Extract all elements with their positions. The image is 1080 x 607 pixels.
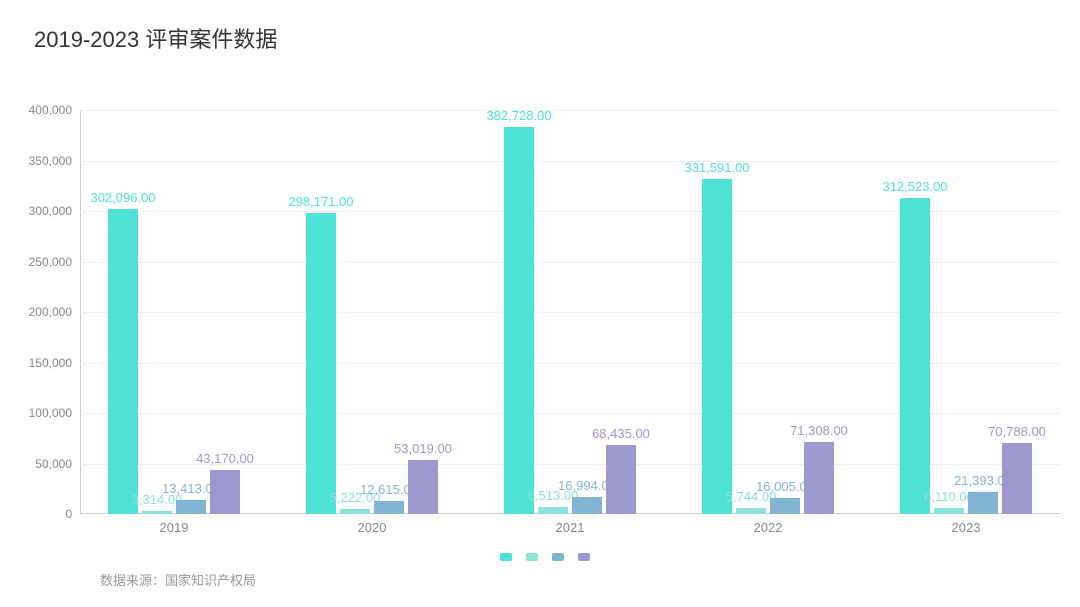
bar-value-label: 302,096.00	[90, 190, 155, 205]
bar-value-label: 53,019.00	[394, 441, 452, 456]
bar-value-label: 312,523.00	[882, 179, 947, 194]
bar	[176, 500, 206, 514]
plot: 2019302,096.003,314.0013,413.0043,170.00…	[80, 110, 1060, 514]
x-tick-label: 2019	[160, 520, 189, 535]
y-tick-label: 0	[65, 507, 72, 521]
bar-value-label: 43,170.00	[196, 451, 254, 466]
bar	[108, 209, 138, 514]
x-tick-label: 2021	[556, 520, 585, 535]
y-axis: 050,000100,000150,000200,000250,000300,0…	[20, 110, 80, 514]
bar	[736, 508, 766, 514]
bar	[210, 470, 240, 514]
bar-group: 2019302,096.003,314.0013,413.0043,170.00	[108, 110, 240, 514]
bar-value-label: 331,591.00	[684, 160, 749, 175]
y-tick-label: 150,000	[29, 356, 72, 370]
bar	[572, 497, 602, 514]
bar	[900, 198, 930, 514]
bar	[968, 492, 998, 514]
bar	[934, 508, 964, 514]
x-tick-label: 2020	[358, 520, 387, 535]
bar-group: 2020298,171.005,222.0012,615.0053,019.00	[306, 110, 438, 514]
chart-area: 0 50,000 100,000 150,000 200,000 250,000 300,0…	[20, 110, 1060, 544]
chart-title: 2019-2023 评审案件数据	[34, 22, 277, 54]
data-source: 数据来源：国家知识产权局	[100, 570, 256, 589]
bar	[306, 213, 336, 514]
legend-swatch	[552, 553, 564, 561]
bar	[702, 179, 732, 514]
bar	[804, 442, 834, 514]
bar	[142, 511, 172, 514]
bar	[374, 501, 404, 514]
page: 2019-2023 评审案件数据 0 50,000 100,000 150,000 20…	[0, 0, 1080, 607]
bar-group: 2023312,523.006,110.0021,393.0070,788.00	[900, 110, 1032, 514]
bar-value-label: 298,171.00	[288, 194, 353, 209]
bar	[606, 445, 636, 514]
y-tick-label: 300,000	[29, 204, 72, 218]
legend-swatch	[526, 553, 538, 561]
legend-swatch	[578, 553, 590, 561]
bar	[408, 460, 438, 514]
legend-swatch	[500, 553, 512, 561]
bar	[538, 507, 568, 514]
y-tick-label: 200,000	[29, 305, 72, 319]
bar-value-label: 71,308.00	[790, 423, 848, 438]
bar	[1002, 443, 1032, 514]
bar	[504, 127, 534, 514]
bar	[770, 498, 800, 514]
y-tick-label: 350,000	[29, 154, 72, 168]
y-tick-label: 400,000	[29, 103, 72, 117]
bar	[340, 509, 370, 514]
bar-value-label: 68,435.00	[592, 426, 650, 441]
bar-group: 2022331,591.005,744.0016,005.0071,308.00	[702, 110, 834, 514]
bar-value-label: 6,110.00	[924, 489, 974, 504]
bar-value-label: 70,788.00	[988, 424, 1046, 439]
y-tick-label: 250,000	[29, 255, 72, 269]
x-tick-label: 2023	[952, 520, 981, 535]
legend	[500, 553, 590, 561]
x-tick-label: 2022	[754, 520, 783, 535]
y-tick-label: 100,000	[29, 406, 72, 420]
y-tick-label: 50,000	[35, 457, 72, 471]
bar-value-label: 382,728.00	[486, 108, 551, 123]
bar-group: 2021382,728.006,513.0016,994.0068,435.00	[504, 110, 636, 514]
